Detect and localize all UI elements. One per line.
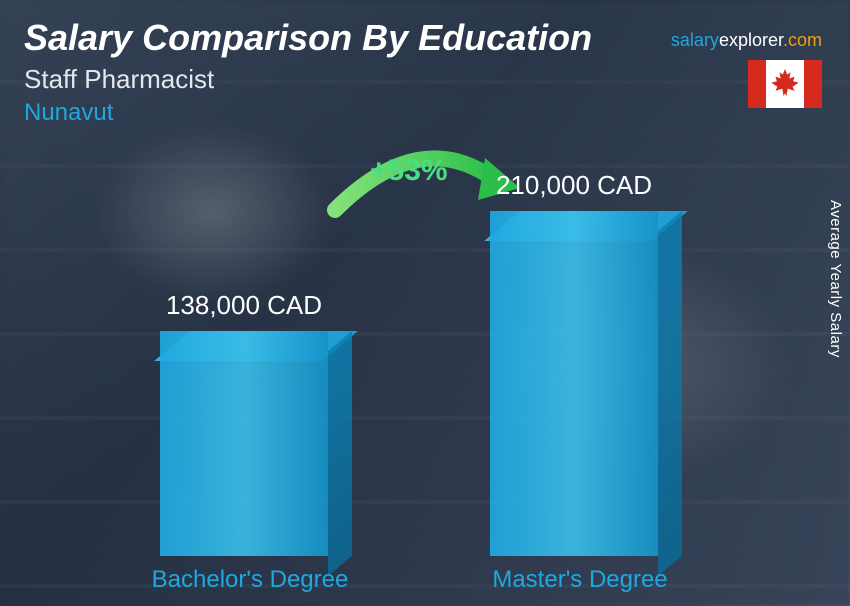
bar3d-bachelors bbox=[160, 331, 328, 556]
flag-stripe-left bbox=[748, 60, 766, 108]
flag-stripe-right bbox=[804, 60, 822, 108]
bar-side-face bbox=[328, 331, 352, 576]
chart-container: Salary Comparison By Education Staff Pha… bbox=[0, 0, 850, 606]
bar-value-masters: 210,000 CAD bbox=[496, 170, 652, 201]
content-layer: Salary Comparison By Education Staff Pha… bbox=[0, 0, 850, 606]
maple-leaf-icon bbox=[771, 69, 799, 99]
chart-location: Nunavut bbox=[24, 99, 826, 127]
brand-part3: .com bbox=[783, 30, 822, 50]
flag-canada bbox=[748, 60, 822, 108]
bar-front-face bbox=[490, 211, 658, 556]
bar-side-face bbox=[658, 211, 682, 576]
chart-area: 138,000 CAD 210,000 CAD Bachelor's Degre… bbox=[0, 166, 850, 606]
flag-center bbox=[766, 60, 804, 108]
bar-masters: 210,000 CAD bbox=[490, 170, 658, 556]
category-masters: Master's Degree bbox=[450, 566, 710, 594]
brand-label: salaryexplorer.com bbox=[671, 30, 822, 51]
bar-bachelors: 138,000 CAD bbox=[160, 290, 328, 556]
bar-value-bachelors: 138,000 CAD bbox=[166, 290, 322, 321]
category-bachelors: Bachelor's Degree bbox=[120, 566, 380, 594]
chart-subtitle: Staff Pharmacist bbox=[24, 64, 826, 95]
bar-front-face bbox=[160, 331, 328, 556]
bar3d-masters bbox=[490, 211, 658, 556]
brand-part2: explorer bbox=[719, 30, 783, 50]
brand-part1: salary bbox=[671, 30, 719, 50]
